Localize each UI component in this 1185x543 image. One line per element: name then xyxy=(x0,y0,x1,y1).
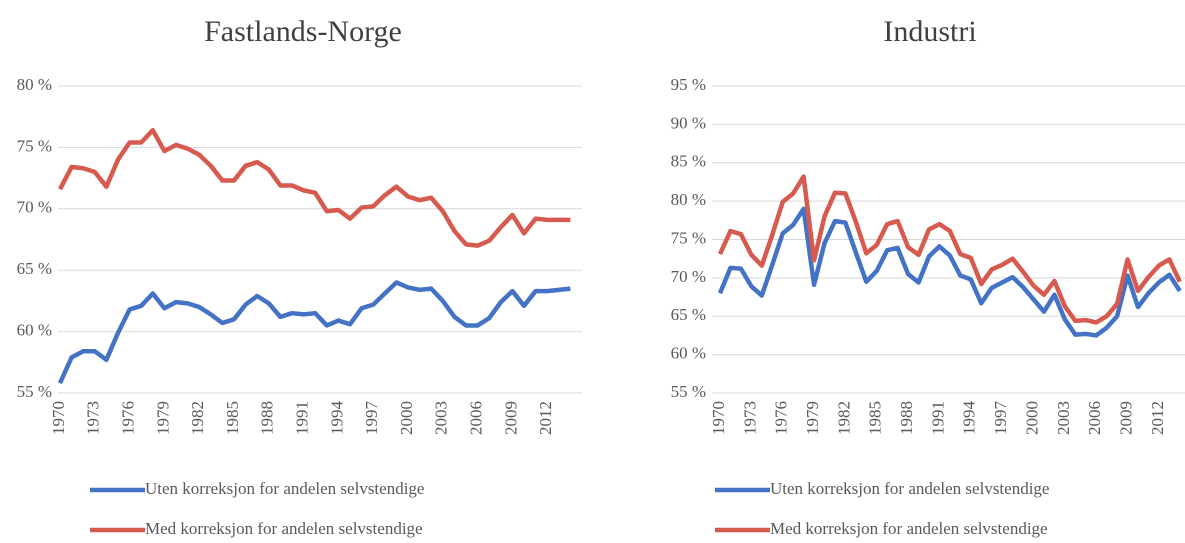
y-tick-label: 60 % xyxy=(671,344,706,363)
x-tick-label: 1994 xyxy=(327,401,346,436)
x-tick-label: 2006 xyxy=(467,401,486,435)
series-line xyxy=(57,280,571,385)
y-tick-label: 80 % xyxy=(671,190,706,209)
x-tick-label: 1979 xyxy=(803,401,822,435)
y-tick-label: 75 % xyxy=(671,228,706,247)
x-tick-label: 1970 xyxy=(49,401,68,435)
x-tick-label: 2009 xyxy=(1116,401,1135,435)
y-tick-label: 85 % xyxy=(671,152,706,171)
x-tick-label: 2012 xyxy=(1148,401,1167,435)
y-tick-label: 80 % xyxy=(17,75,52,94)
y-tick-label: 55 % xyxy=(17,382,52,401)
y-tick-label: 65 % xyxy=(17,259,52,278)
series-line xyxy=(717,206,1182,338)
x-tick-label: 1997 xyxy=(362,401,381,436)
x-tick-label: 2003 xyxy=(432,401,451,435)
y-tick-label: 90 % xyxy=(671,113,706,132)
x-tick-label: 1994 xyxy=(960,401,979,436)
x-tick-label: 1997 xyxy=(991,401,1010,436)
x-tick-label: 2012 xyxy=(536,401,555,435)
legend-label: Uten korreksjon for andelen selvstendige xyxy=(145,479,424,498)
x-tick-label: 1988 xyxy=(897,401,916,435)
x-tick-label: 2009 xyxy=(501,401,520,435)
x-tick-label: 1970 xyxy=(709,401,728,435)
y-tick-label: 70 % xyxy=(671,267,706,286)
y-tick-label: 75 % xyxy=(17,136,52,155)
y-tick-label: 65 % xyxy=(671,305,706,324)
x-tick-label: 1985 xyxy=(866,401,885,435)
series-line xyxy=(58,127,571,248)
x-tick-label: 1991 xyxy=(928,401,947,435)
x-tick-label: 2000 xyxy=(397,401,416,435)
x-tick-label: 2006 xyxy=(1085,401,1104,435)
chart-title: Fastlands-Norge xyxy=(204,15,402,48)
chart-title: Industri xyxy=(883,15,976,48)
x-tick-label: 1982 xyxy=(834,401,853,435)
series-line xyxy=(717,174,1182,325)
legend-label: Uten korreksjon for andelen selvstendige xyxy=(770,479,1049,498)
x-tick-label: 1973 xyxy=(84,401,103,435)
x-tick-label: 1985 xyxy=(223,401,242,435)
x-tick-label: 1988 xyxy=(258,401,277,435)
legend-label: Med korreksjon for andelen selvstendige xyxy=(145,519,423,538)
x-tick-label: 1991 xyxy=(293,401,312,435)
x-tick-label: 2003 xyxy=(1054,401,1073,435)
x-tick-label: 1976 xyxy=(119,401,138,435)
x-tick-label: 1982 xyxy=(188,401,207,435)
x-tick-label: 1979 xyxy=(153,401,172,435)
x-tick-label: 1973 xyxy=(740,401,759,435)
x-tick-label: 2000 xyxy=(1022,401,1041,435)
x-tick-label: 1976 xyxy=(772,401,791,435)
y-tick-label: 55 % xyxy=(671,382,706,401)
y-tick-label: 60 % xyxy=(17,321,52,340)
y-tick-label: 70 % xyxy=(17,198,52,217)
legend-label: Med korreksjon for andelen selvstendige xyxy=(770,519,1048,538)
y-tick-label: 95 % xyxy=(671,75,706,94)
